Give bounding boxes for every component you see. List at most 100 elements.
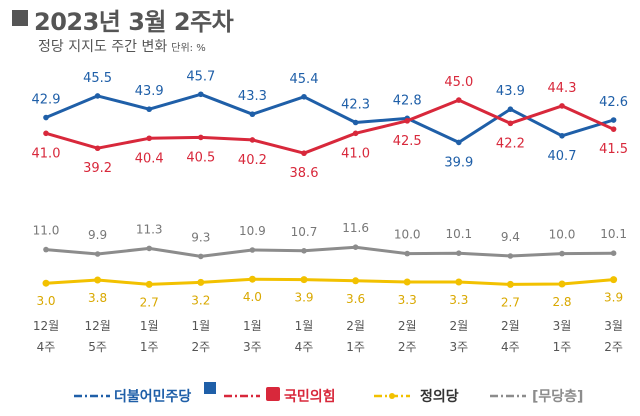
x-tick-label-week: 3주 [449,340,468,354]
data-point-minjoo [43,114,49,121]
data-label-justice: 2.8 [552,295,571,309]
series-line-minjoo [45,92,615,144]
data-label-none: 10.0 [549,228,576,242]
data-point-none [43,246,49,253]
data-label-none: 10.9 [239,224,266,238]
x-tick-label-month: 3월 [553,319,572,333]
data-point-none [249,247,256,253]
x-tick-label-month: 12월 [33,319,59,333]
data-label-none: 9.4 [501,230,520,244]
x-tick-label-month: 3월 [604,319,623,333]
data-label-ppp: 39.2 [83,161,112,176]
legend-label-minjoo: 더불어민주당 [114,389,192,405]
ppp-logo-icon [266,387,280,401]
legend-label-ppp: 국민의힘 [284,389,336,405]
data-label-ppp: 42.2 [496,136,525,151]
data-label-justice: 3.9 [604,291,623,305]
data-label-none: 11.3 [136,222,163,236]
data-label-ppp: 42.5 [393,134,422,149]
unit-label: 단위: % [171,43,206,54]
x-tick-label-week: 3주 [243,340,262,354]
data-label-minjoo: 43.9 [496,84,525,99]
data-point-minjoo [352,119,359,126]
x-tick-label-month: 1월 [243,319,262,333]
data-label-ppp: 41.0 [32,146,61,161]
data-point-ppp [456,97,462,103]
title-square-icon [12,10,28,26]
legend-line-none-icon [490,394,526,398]
data-label-none: 10.1 [600,227,627,241]
legend-label-none: [무당층] [532,389,584,405]
data-point-minjoo [610,117,617,123]
data-label-none: 11.6 [342,221,369,235]
data-point-ppp [94,145,101,152]
data-point-minjoo [456,139,462,146]
chart-header: 2023년 3월 2주차 정당 지지도 주간 변화 단위: % [0,0,640,60]
data-point-none [94,251,101,257]
legend-line-minjoo-icon [74,394,110,398]
data-label-ppp: 40.4 [135,151,164,166]
x-tick-label-week: 1주 [553,340,572,354]
data-label-ppp: 40.5 [186,150,215,165]
data-label-none: 10.0 [394,228,421,242]
x-tick-label-week: 2주 [604,340,623,354]
data-point-justice [300,276,308,284]
data-label-minjoo: 45.5 [83,71,112,86]
chart-subtitle: 정당 지지도 주간 변화 단위: % [38,36,206,56]
x-tick-label-week: 4주 [37,340,56,354]
data-label-minjoo: 40.7 [548,149,577,164]
data-point-justice [403,278,411,286]
data-label-minjoo: 43.3 [238,89,267,104]
legend-line-ppp-icon [224,394,260,398]
legend-item-ppp: 국민의힘 [222,384,362,408]
data-point-justice [610,276,618,284]
data-label-ppp: 45.0 [444,75,473,90]
data-label-minjoo: 42.8 [393,93,422,108]
legend-item-minjoo: 더불어민주당 [72,382,222,408]
data-point-none [404,250,411,257]
data-label-minjoo: 39.9 [444,155,473,170]
x-tick-label-month: 1월 [295,319,314,333]
data-point-none [610,250,617,256]
data-point-justice [94,276,102,284]
data-point-minjoo [198,91,204,98]
legend: 더불어민주당 국민의힘 정의당 [무당층] [0,378,640,416]
data-label-justice: 3.8 [88,291,107,305]
data-label-ppp: 41.5 [599,142,628,157]
data-point-none [146,245,152,252]
data-label-ppp: 41.0 [341,146,370,161]
data-label-minjoo: 42.6 [599,95,628,110]
chart-title: 2023년 3월 2주차 [34,8,234,36]
data-label-minjoo: 45.7 [186,69,215,84]
x-tick-label-week: 1주 [346,340,365,354]
data-point-ppp [249,137,256,143]
data-point-ppp [404,118,411,124]
data-point-minjoo [94,93,101,99]
x-tick-label-month: 2월 [398,319,417,333]
data-label-minjoo: 43.9 [135,84,164,99]
data-label-justice: 3.2 [191,293,210,307]
data-point-justice [42,279,50,287]
legend-label-justice: 정의당 [420,389,459,405]
data-point-ppp [559,103,565,109]
data-label-justice: 3.9 [294,291,313,305]
data-label-none: 11.0 [33,224,60,238]
data-point-ppp [610,126,617,132]
data-label-ppp: 40.2 [238,153,267,168]
data-point-justice [352,277,360,285]
data-label-none: 10.1 [445,227,472,241]
x-tick-label-week: 4주 [295,340,314,354]
series-line-none [45,245,614,258]
data-point-justice [197,278,205,286]
data-point-ppp [198,134,204,141]
x-tick-label-week: 2주 [398,340,417,354]
x-tick-label-week: 5주 [88,340,107,354]
data-label-justice: 2.7 [140,295,159,309]
x-tick-label-month: 2월 [449,319,468,333]
subtitle-text: 정당 지지도 주간 변화 [38,39,168,55]
data-label-ppp: 38.6 [290,166,319,181]
data-label-none: 9.9 [88,228,107,242]
data-point-minjoo [249,111,256,118]
x-tick-label-week: 1주 [140,340,159,354]
data-point-ppp [43,130,49,137]
